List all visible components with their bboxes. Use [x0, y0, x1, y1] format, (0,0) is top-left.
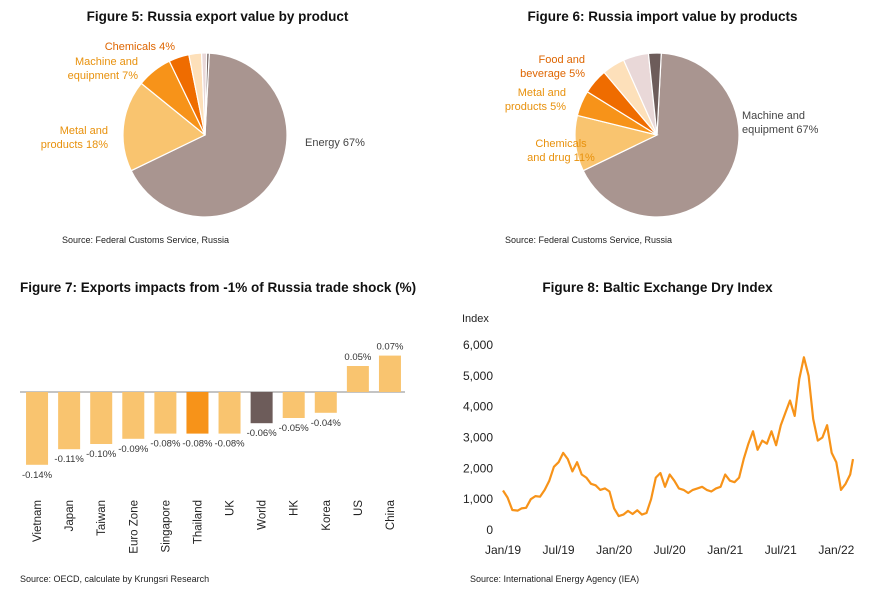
figure-8-title: Figure 8: Baltic Exchange Dry Index	[542, 280, 773, 295]
fig7-data-label-3: -0.09%	[118, 444, 149, 455]
fig7-data-label-6: -0.08%	[214, 439, 245, 450]
fig5-slice-6	[204, 52, 210, 136]
figure-7-title: Figure 7: Exports impacts from -1% of Ru…	[20, 280, 417, 295]
fig7-data-label-9: -0.04%	[311, 418, 342, 429]
fig8-x-tick-2: Jan/20	[596, 543, 632, 557]
fig7-category-label-1: Japan	[64, 500, 76, 531]
fig7-bar-11	[378, 355, 401, 392]
fig6-slice-0	[582, 52, 740, 218]
fig8-x-tick-5: Jul/21	[765, 543, 797, 557]
fig8-x-tick-4: Jan/21	[707, 543, 743, 557]
fig8-x-tick-3: Jul/20	[654, 543, 686, 557]
fig7-data-label-0: -0.14%	[22, 470, 53, 481]
figure-6-title: Figure 6: Russia import value by product…	[527, 9, 798, 24]
fig8-y-tick-0: 0	[486, 523, 493, 537]
fig7-category-label-10: US	[353, 500, 365, 516]
figure-8-line-chart: Index 0 1,000 2,000 3,000 4,000 5,000 6,000 Jan/…	[462, 313, 855, 557]
fig8-y-tick-2: 2,000	[463, 461, 493, 475]
figure-5-panel: Figure 5: Russia export value by product…	[0, 0, 435, 260]
fig7-data-label-11: 0.07%	[376, 342, 403, 353]
figure-6-source: Source: Federal Customs Service, Russia	[505, 235, 673, 245]
fig7-data-label-7: -0.06%	[247, 428, 278, 439]
fig7-category-label-8: HK	[289, 500, 301, 516]
fig8-y-tick-6: 6,000	[463, 338, 493, 352]
fig8-x-tick-1: Jul/19	[543, 543, 575, 557]
fig7-bar-4	[154, 392, 177, 434]
fig7-category-label-7: World	[257, 500, 269, 530]
fig5-slice-label-2: Machine and equipment 7%	[68, 56, 139, 82]
figure-6-pie-chart: Machine and equipment 67% Chemicals and dru…	[505, 52, 819, 218]
fig8-x-tick-0: Jan/19	[485, 543, 521, 557]
fig7-bar-10	[346, 366, 369, 392]
fig8-y-tick-4: 4,000	[463, 400, 493, 414]
fig8-y-tick-5: 5,000	[463, 369, 493, 383]
fig5-slice-0	[130, 52, 288, 218]
fig7-bar-6	[218, 392, 241, 434]
fig7-category-label-2: Taiwan	[96, 500, 108, 536]
fig7-bar-5	[186, 392, 209, 434]
fig7-category-label-0: Vietnam	[32, 500, 44, 542]
fig7-data-label-4: -0.08%	[150, 439, 181, 450]
fig7-category-label-3: Euro Zone	[128, 500, 140, 554]
fig8-y-tick-1: 1,000	[463, 492, 493, 506]
fig8-y-axis-title: Index	[462, 313, 489, 325]
fig6-slice-label-2: Metal and products 5%	[505, 87, 566, 113]
fig6-slice-label-0: Machine and equipment 67%	[742, 110, 819, 136]
fig5-slice-label-1: Metal and products 18%	[41, 125, 108, 151]
fig8-series-line	[502, 356, 855, 518]
fig5-slice-label-3: Chemicals 4%	[105, 41, 176, 53]
fig7-data-label-2: -0.10%	[86, 449, 117, 460]
figure-7-panel: Figure 7: Exports impacts from -1% of Ru…	[0, 270, 435, 593]
fig5-slice-1	[122, 82, 207, 172]
fig7-category-label-11: China	[385, 499, 397, 530]
figure-5-source: Source: Federal Customs Service, Russia	[62, 235, 230, 245]
figure-5-pie-chart: Energy 67% Metal and products 18% Machine a…	[41, 41, 365, 218]
fig7-category-label-4: Singapore	[160, 500, 172, 552]
figure-8-panel: Figure 8: Baltic Exchange Dry Index Inde…	[435, 270, 870, 593]
fig6-slice-label-3: Food and beverage 5%	[520, 54, 585, 80]
fig7-category-label-5: Thailand	[192, 500, 204, 544]
fig7-data-label-8: -0.05%	[279, 423, 310, 434]
fig7-bar-3	[122, 392, 145, 439]
fig7-bar-2	[90, 392, 113, 444]
figure-5-title: Figure 5: Russia export value by product	[86, 9, 349, 24]
fig5-slice-label-0: Energy 67%	[305, 137, 365, 149]
fig7-bar-7	[250, 392, 273, 424]
figure-8-source: Source: International Energy Agency (IEA…	[470, 574, 640, 584]
fig7-bar-8	[282, 392, 305, 418]
fig7-bar-1	[58, 392, 81, 450]
fig7-data-label-1: -0.11%	[54, 454, 84, 465]
fig7-data-label-10: 0.05%	[344, 352, 371, 363]
fig7-category-label-9: Korea	[321, 499, 333, 530]
fig6-slice-label-1: Chemicals and drug 11%	[527, 138, 595, 164]
fig8-y-tick-3: 3,000	[463, 431, 493, 445]
figure-6-panel: Figure 6: Russia import value by product…	[435, 0, 870, 260]
figure-7-source: Source: OECD, calculate by Krungsri Rese…	[20, 574, 210, 584]
fig6-slice-6	[647, 52, 662, 136]
fig7-bar-9	[314, 392, 337, 413]
figure-7-bar-chart: -0.14% Vietnam -0.11% Japan -0.10% Taiwan -0.0…	[20, 342, 405, 554]
fig7-category-label-6: UK	[225, 500, 237, 516]
fig7-data-label-5: -0.08%	[182, 439, 213, 450]
fig8-x-tick-6: Jan/22	[818, 543, 854, 557]
fig7-bar-0	[26, 392, 49, 465]
